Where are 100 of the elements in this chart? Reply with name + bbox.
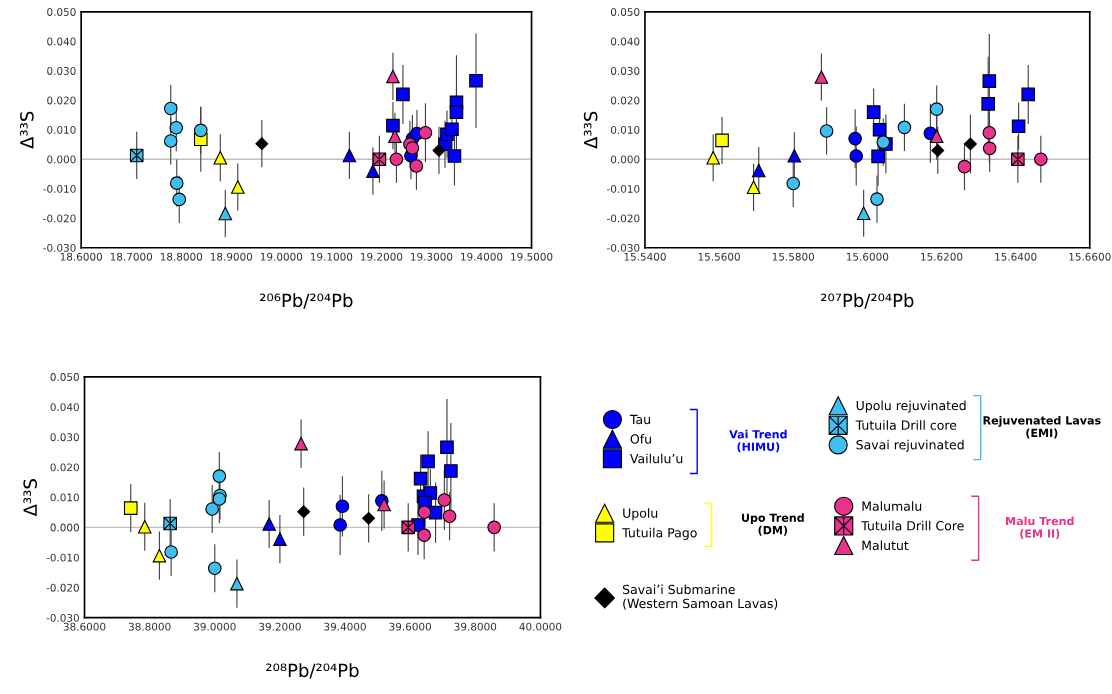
- x-tick-label: 19.2000: [361, 252, 403, 261]
- point: [335, 499, 350, 514]
- point: [396, 87, 410, 102]
- y-tick-label: 0.020: [47, 96, 76, 105]
- y-axis-title: Δ³³S: [583, 111, 598, 149]
- point: [872, 122, 887, 137]
- point: [1011, 152, 1025, 167]
- x-tick-label: 15.6200: [921, 252, 963, 261]
- x-tick-label: 18.9000: [210, 252, 253, 261]
- point: [297, 505, 311, 519]
- y-tick-label: -0.020: [607, 214, 640, 223]
- point: [418, 125, 433, 140]
- point: [377, 497, 391, 512]
- point: [866, 105, 881, 119]
- x-tick-label: 15.5400: [624, 252, 666, 261]
- y-tick-label: 0.040: [50, 403, 79, 412]
- point: [207, 561, 222, 576]
- y-tick-label: -0.020: [43, 214, 76, 223]
- point: [362, 511, 376, 525]
- y-tick-label: -0.010: [46, 553, 79, 562]
- point: [447, 149, 462, 163]
- x-axis-title: ²⁰⁶Pb/²⁰⁴Pb: [260, 293, 353, 309]
- point: [230, 576, 244, 591]
- y-tick-label: -0.010: [607, 184, 640, 193]
- point: [715, 133, 729, 148]
- point: [193, 123, 208, 138]
- point: [1011, 119, 1026, 134]
- legend-label: Upolu: [623, 508, 658, 521]
- text: Vai Trend (HIMU): [729, 429, 787, 453]
- point: [163, 101, 178, 116]
- legend-label: Malutut: [862, 540, 909, 551]
- point: [230, 180, 245, 194]
- point: [982, 141, 997, 156]
- x-tick-label: 19.5000: [511, 252, 553, 261]
- text: Rejuvenated Lavas (EMI): [983, 415, 1101, 439]
- y-tick-label: 0.040: [610, 37, 640, 46]
- point: [957, 159, 972, 174]
- point: [333, 518, 347, 532]
- text: Malu Trend (EM II): [1006, 516, 1074, 539]
- point: [405, 141, 420, 155]
- y-tick-label: 0.020: [50, 463, 79, 472]
- point: [169, 120, 184, 135]
- point: [469, 74, 483, 88]
- point: [982, 125, 997, 140]
- x-tick-label: 39.2000: [259, 622, 301, 631]
- legend-label: Tutuila Pago: [622, 527, 697, 540]
- point: [442, 509, 457, 524]
- point: [746, 180, 761, 195]
- point: [137, 519, 152, 534]
- y-tick-label: 0.000: [50, 523, 79, 532]
- point: [931, 143, 945, 157]
- x-tick-label: 19.0000: [260, 252, 303, 261]
- y-tick-label: -0.030: [607, 243, 640, 252]
- y-tick-label: -0.010: [43, 184, 76, 193]
- point: [255, 137, 269, 151]
- point: [213, 150, 228, 165]
- y-tick-label: -0.020: [46, 583, 79, 592]
- y-tick-label: 0.010: [610, 126, 640, 134]
- point: [751, 163, 766, 178]
- point: [388, 129, 402, 144]
- x-tick-label: 18.6000: [60, 252, 103, 261]
- point: [786, 176, 801, 191]
- point: [870, 192, 884, 206]
- point: [981, 97, 996, 111]
- x-tick-label: 39.8000: [454, 622, 497, 631]
- x-tick-label: 40.0000: [519, 622, 562, 631]
- point: [164, 545, 178, 559]
- x-tick-label: 19.4000: [461, 252, 503, 261]
- y-tick-label: 0.050: [47, 8, 76, 16]
- legend-label: Vailulu’u: [630, 453, 683, 464]
- point: [982, 74, 997, 88]
- point: [449, 105, 464, 119]
- x-tick-label: 18.8000: [160, 252, 203, 261]
- point: [421, 454, 435, 469]
- y-tick-label: 0.020: [610, 96, 640, 105]
- legend-label: Tau: [629, 414, 650, 425]
- x-axis-title: ²⁰⁷Pb/²⁰⁴Pb: [821, 293, 914, 309]
- y-axis-title: Δ³³S: [20, 111, 34, 149]
- point: [432, 143, 446, 157]
- x-axis-title: ²⁰⁸Pb/²⁰⁴Pb: [266, 663, 359, 679]
- point: [262, 517, 276, 531]
- x-tick-label: 38.6000: [63, 622, 106, 631]
- point: [342, 148, 357, 163]
- point: [437, 493, 452, 507]
- y-tick-label: 0.000: [47, 155, 76, 164]
- y-axis-title: Δ³³S: [23, 479, 38, 517]
- point: [172, 192, 187, 207]
- point: [848, 131, 862, 146]
- point: [1034, 152, 1048, 167]
- y-tick-label: 0.010: [50, 493, 79, 502]
- point: [417, 505, 432, 520]
- legend-label: Savai rejuvinated: [856, 439, 964, 452]
- point: [445, 122, 459, 136]
- legend-label: Tutuila Drill Core: [861, 520, 964, 531]
- point: [152, 548, 167, 563]
- point: [212, 469, 227, 483]
- point: [787, 148, 802, 163]
- y-tick-label: -0.030: [43, 243, 76, 252]
- point: [409, 159, 424, 173]
- point: [417, 528, 431, 542]
